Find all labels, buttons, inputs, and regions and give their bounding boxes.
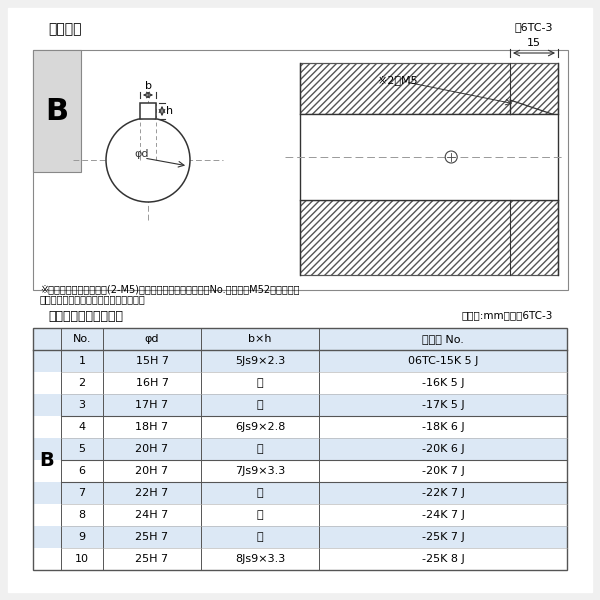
Text: 軸穴形状: 軸穴形状: [48, 22, 82, 36]
Text: -22K 7 J: -22K 7 J: [422, 488, 464, 498]
Bar: [33, 328, 567, 570]
Text: -25K 7 J: -25K 7 J: [422, 532, 464, 542]
Text: 1: 1: [79, 356, 86, 366]
Text: 10: 10: [75, 554, 89, 564]
Text: 25H 7: 25H 7: [136, 554, 169, 564]
Text: -20K 7 J: -20K 7 J: [422, 466, 464, 476]
Text: ※2－M5: ※2－M5: [378, 75, 418, 85]
Text: 7: 7: [79, 488, 86, 498]
Bar: [140, 103, 156, 119]
Text: 8Js9×3.3: 8Js9×3.3: [235, 554, 285, 564]
Bar: [33, 50, 568, 290]
Bar: [33, 372, 567, 394]
Text: コード No.: コード No.: [422, 334, 464, 344]
Text: 18H 7: 18H 7: [136, 422, 169, 432]
Text: 25H 7: 25H 7: [136, 532, 169, 542]
Text: 〃: 〃: [257, 510, 263, 520]
Circle shape: [106, 118, 190, 202]
Text: 6: 6: [79, 466, 86, 476]
Text: 〃: 〃: [257, 378, 263, 388]
Text: 15H 7: 15H 7: [136, 356, 169, 366]
Bar: [33, 394, 567, 416]
Text: 〃: 〃: [257, 400, 263, 410]
Text: B: B: [46, 97, 68, 125]
Text: （セットボルトは付属されています。）: （セットボルトは付属されています。）: [40, 294, 146, 304]
Text: No.: No.: [73, 334, 91, 344]
Bar: [300, 200, 558, 275]
Text: b: b: [145, 81, 151, 91]
Text: 15: 15: [527, 38, 541, 48]
Bar: [33, 416, 567, 438]
Text: 20H 7: 20H 7: [136, 444, 169, 454]
Text: -25K 8 J: -25K 8 J: [422, 554, 464, 564]
Bar: [33, 548, 567, 570]
Text: 20H 7: 20H 7: [136, 466, 169, 476]
Text: 24H 7: 24H 7: [136, 510, 169, 520]
Text: 7Js9×3.3: 7Js9×3.3: [235, 466, 285, 476]
Text: b×h: b×h: [248, 334, 272, 344]
Text: B: B: [40, 451, 55, 469]
Text: 06TC-15K 5 J: 06TC-15K 5 J: [408, 356, 478, 366]
Text: -16K 5 J: -16K 5 J: [422, 378, 464, 388]
Text: 8: 8: [79, 510, 86, 520]
Text: ※セットボルト用タップ(2-M5)が必要な場合は右記コードNo.の末尾にM52を付ける。: ※セットボルト用タップ(2-M5)が必要な場合は右記コードNo.の末尾にM52を…: [40, 284, 299, 294]
Bar: [300, 63, 558, 114]
Bar: [33, 50, 81, 172]
Text: -18K 6 J: -18K 6 J: [422, 422, 464, 432]
Text: 9: 9: [79, 532, 86, 542]
Text: 4: 4: [79, 422, 86, 432]
Bar: [33, 482, 567, 504]
Bar: [300, 200, 558, 275]
Text: -20K 6 J: -20K 6 J: [422, 444, 464, 454]
Bar: [33, 350, 567, 372]
Text: 22H 7: 22H 7: [136, 488, 169, 498]
Text: h: h: [166, 106, 173, 116]
Text: 5Js9×2.3: 5Js9×2.3: [235, 356, 285, 366]
Text: 6Js9×2.8: 6Js9×2.8: [235, 422, 285, 432]
Text: 2: 2: [79, 378, 86, 388]
Text: 図6TC-3: 図6TC-3: [515, 22, 553, 32]
Text: 〃: 〃: [257, 444, 263, 454]
Text: -17K 5 J: -17K 5 J: [422, 400, 464, 410]
Bar: [33, 438, 567, 460]
Text: -24K 7 J: -24K 7 J: [422, 510, 464, 520]
Bar: [33, 504, 567, 526]
Circle shape: [445, 151, 457, 163]
Text: φd: φd: [134, 149, 149, 159]
Text: （単位:mm）　表6TC-3: （単位:mm） 表6TC-3: [461, 310, 553, 320]
Bar: [33, 460, 567, 482]
Text: 17H 7: 17H 7: [136, 400, 169, 410]
Bar: [33, 526, 567, 548]
Text: 3: 3: [79, 400, 86, 410]
Bar: [300, 114, 558, 200]
Text: 〃: 〃: [257, 488, 263, 498]
Bar: [300, 63, 558, 114]
Bar: [33, 328, 567, 350]
Text: 5: 5: [79, 444, 86, 454]
Text: 〃: 〃: [257, 532, 263, 542]
Text: φd: φd: [145, 334, 159, 344]
Text: 16H 7: 16H 7: [136, 378, 169, 388]
Text: 軸穴形状コード一覧表: 軸穴形状コード一覧表: [48, 310, 123, 323]
